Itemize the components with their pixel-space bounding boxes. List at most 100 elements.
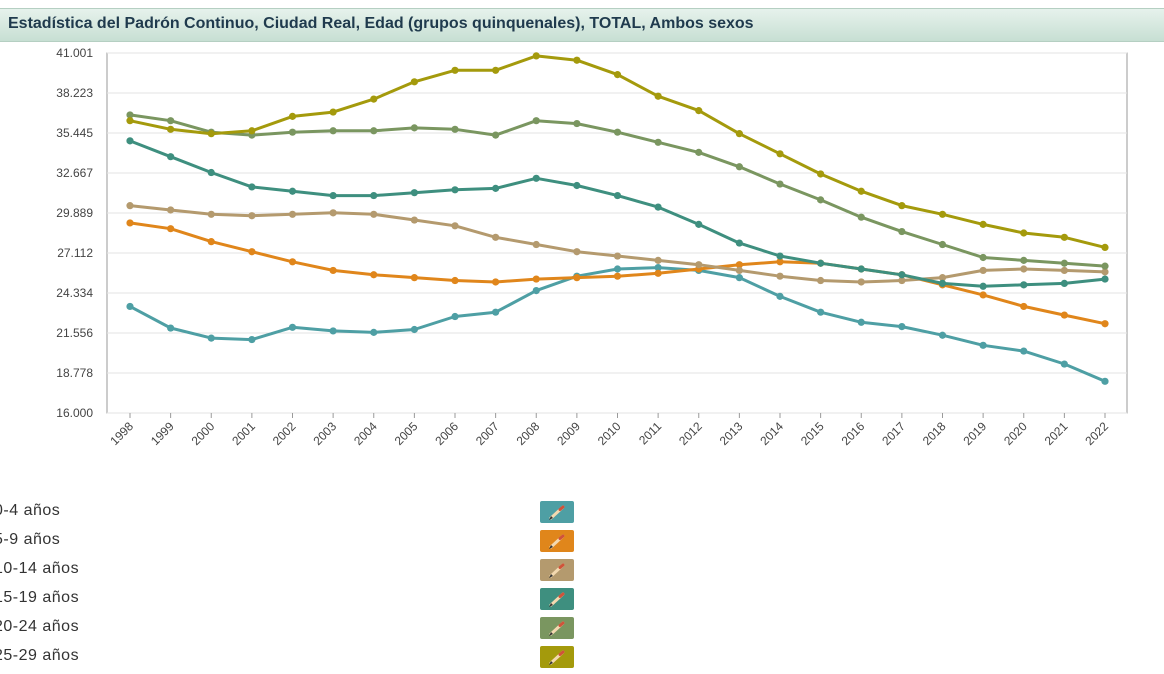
data-point[interactable] xyxy=(370,127,378,135)
data-point[interactable] xyxy=(1020,302,1028,311)
data-point[interactable] xyxy=(532,275,540,283)
data-point[interactable] xyxy=(573,274,581,282)
legend-item[interactable]: 5-9 años xyxy=(0,529,600,558)
data-point[interactable] xyxy=(654,203,662,211)
data-point[interactable] xyxy=(857,187,865,195)
data-point[interactable] xyxy=(532,52,540,60)
legend-color-swatch[interactable] xyxy=(540,617,574,639)
data-point[interactable] xyxy=(329,108,337,116)
data-point[interactable] xyxy=(126,137,134,145)
data-point[interactable] xyxy=(1060,360,1068,368)
legend-item[interactable]: 0-4 años xyxy=(0,500,600,529)
data-point[interactable] xyxy=(735,163,743,171)
data-point[interactable] xyxy=(817,276,825,285)
data-point[interactable] xyxy=(329,209,337,217)
legend-color-swatch[interactable] xyxy=(540,646,574,668)
data-point[interactable] xyxy=(979,266,987,275)
legend-color-swatch[interactable] xyxy=(540,559,574,581)
data-point[interactable] xyxy=(898,323,906,331)
data-point[interactable] xyxy=(410,325,418,334)
data-point[interactable] xyxy=(857,213,865,221)
data-point[interactable] xyxy=(329,327,337,335)
data-point[interactable] xyxy=(817,259,825,267)
data-point[interactable] xyxy=(410,124,418,132)
data-point[interactable] xyxy=(573,248,581,256)
data-point[interactable] xyxy=(735,130,743,138)
data-point[interactable] xyxy=(288,323,297,331)
data-point[interactable] xyxy=(573,119,581,128)
data-point[interactable] xyxy=(492,233,500,241)
data-point[interactable] xyxy=(735,239,743,247)
data-point[interactable] xyxy=(126,302,134,311)
legend-color-swatch[interactable] xyxy=(540,501,574,523)
data-point[interactable] xyxy=(248,248,256,256)
data-point[interactable] xyxy=(613,272,622,280)
data-point[interactable] xyxy=(776,150,784,158)
data-point[interactable] xyxy=(370,95,378,103)
data-point[interactable] xyxy=(898,202,906,210)
data-point[interactable] xyxy=(451,66,459,74)
data-point[interactable] xyxy=(451,125,459,133)
data-point[interactable] xyxy=(1060,279,1068,288)
data-point[interactable] xyxy=(329,191,337,200)
data-point[interactable] xyxy=(898,276,906,285)
legend-item[interactable]: 15-19 años xyxy=(0,587,600,616)
data-point[interactable] xyxy=(167,324,175,332)
legend-item[interactable]: 20-24 años xyxy=(0,616,600,645)
data-point[interactable] xyxy=(776,258,784,266)
data-point[interactable] xyxy=(573,181,581,190)
data-point[interactable] xyxy=(492,131,500,139)
data-point[interactable] xyxy=(1060,233,1068,241)
data-point[interactable] xyxy=(329,266,337,275)
data-point[interactable] xyxy=(492,308,500,316)
data-point[interactable] xyxy=(654,256,662,264)
data-point[interactable] xyxy=(1101,268,1109,276)
data-point[interactable] xyxy=(979,291,987,299)
data-point[interactable] xyxy=(979,282,987,290)
data-point[interactable] xyxy=(207,238,215,246)
data-point[interactable] xyxy=(451,222,459,230)
data-point[interactable] xyxy=(126,111,134,119)
data-point[interactable] xyxy=(613,71,622,79)
data-point[interactable] xyxy=(532,117,540,125)
data-point[interactable] xyxy=(573,56,581,64)
data-point[interactable] xyxy=(1101,377,1109,385)
data-point[interactable] xyxy=(817,196,825,204)
data-point[interactable] xyxy=(1060,311,1068,319)
data-point[interactable] xyxy=(695,107,703,115)
data-point[interactable] xyxy=(167,125,175,133)
data-point[interactable] xyxy=(1101,275,1109,283)
data-point[interactable] xyxy=(1060,266,1068,275)
data-point[interactable] xyxy=(776,180,784,188)
data-point[interactable] xyxy=(654,92,662,100)
data-point[interactable] xyxy=(370,210,378,218)
data-point[interactable] xyxy=(126,117,134,125)
data-point[interactable] xyxy=(167,153,175,161)
data-point[interactable] xyxy=(492,278,500,286)
data-point[interactable] xyxy=(776,272,784,280)
data-point[interactable] xyxy=(938,240,947,249)
data-point[interactable] xyxy=(613,265,622,273)
data-point[interactable] xyxy=(207,168,215,177)
data-point[interactable] xyxy=(126,202,134,210)
data-point[interactable] xyxy=(451,312,459,321)
data-point[interactable] xyxy=(167,225,175,233)
data-point[interactable] xyxy=(735,266,743,275)
data-point[interactable] xyxy=(207,130,215,138)
data-point[interactable] xyxy=(695,261,703,269)
legend-item[interactable]: 10-14 años xyxy=(0,558,600,587)
data-point[interactable] xyxy=(410,274,418,282)
data-point[interactable] xyxy=(938,274,947,282)
data-point[interactable] xyxy=(776,292,784,300)
data-point[interactable] xyxy=(248,127,256,135)
data-point[interactable] xyxy=(248,183,256,191)
data-point[interactable] xyxy=(288,128,297,136)
data-point[interactable] xyxy=(735,274,743,282)
data-point[interactable] xyxy=(288,112,297,120)
data-point[interactable] xyxy=(695,220,703,228)
data-point[interactable] xyxy=(410,216,418,224)
data-point[interactable] xyxy=(1101,262,1109,270)
data-point[interactable] xyxy=(492,66,500,74)
data-point[interactable] xyxy=(288,258,297,266)
legend-color-swatch[interactable] xyxy=(540,530,574,552)
